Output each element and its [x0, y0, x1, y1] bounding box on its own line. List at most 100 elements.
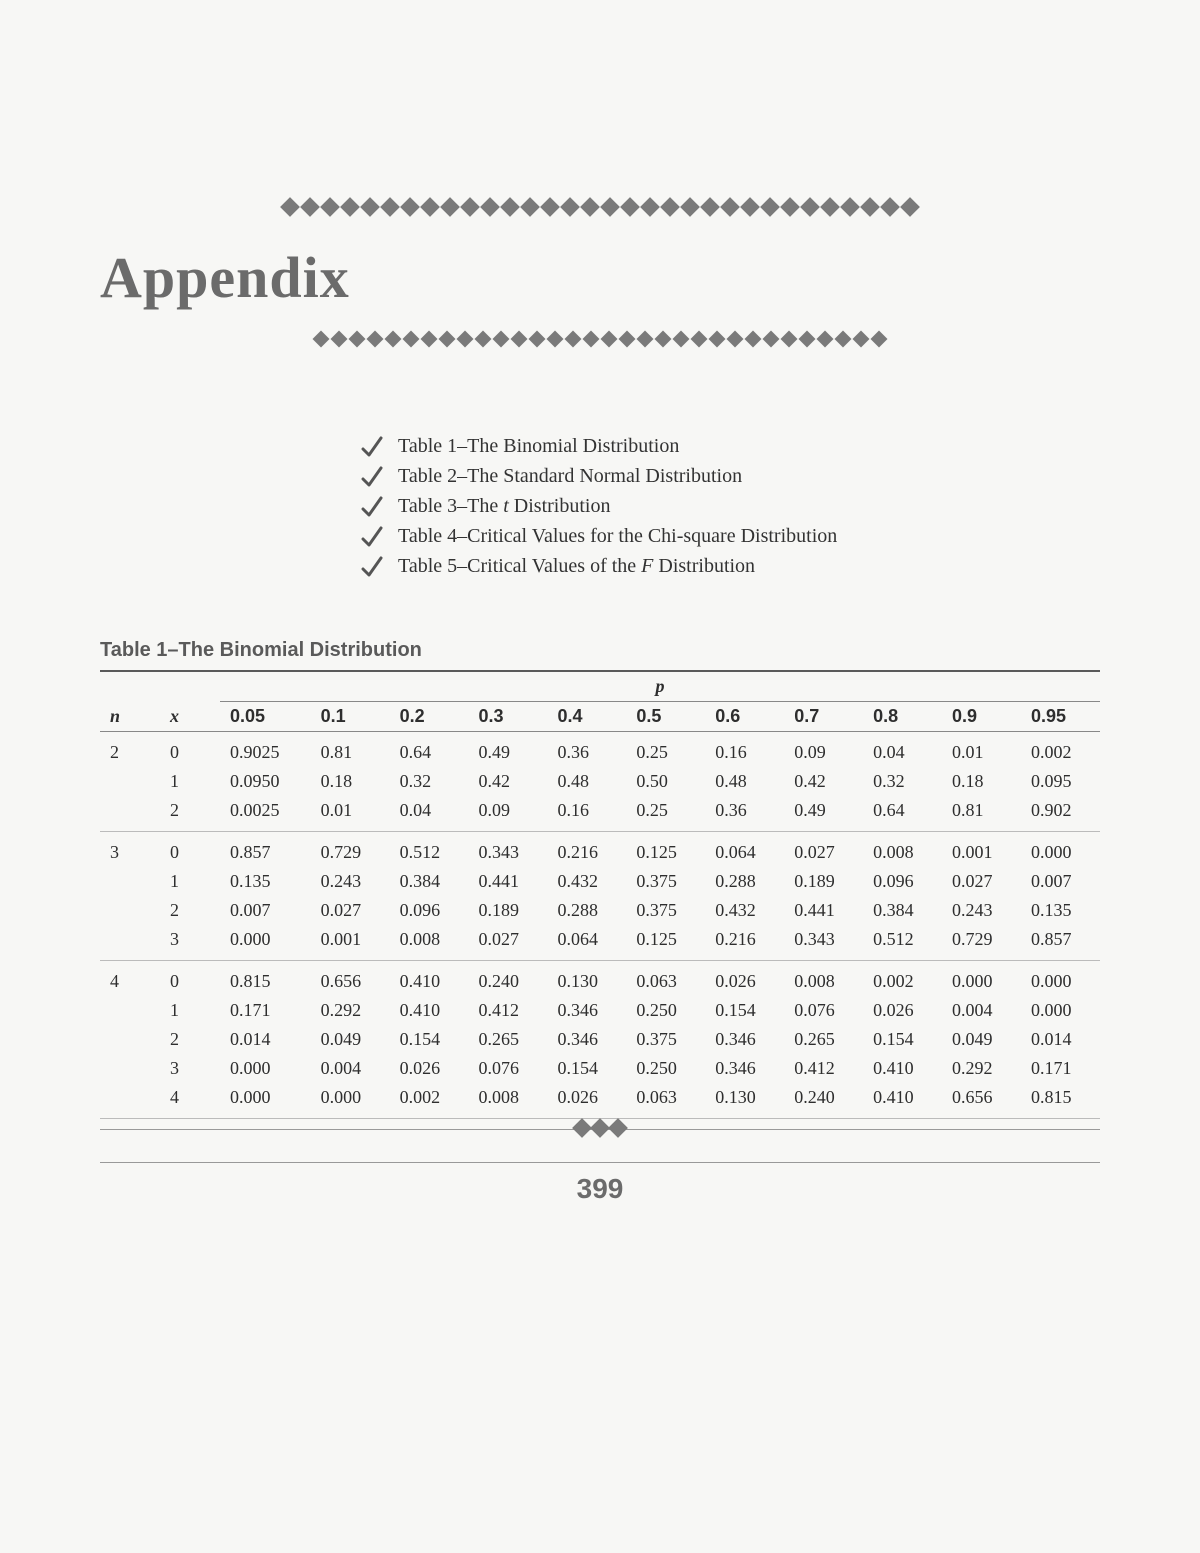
cell-value: 0.346 — [547, 996, 626, 1025]
diamond-icon — [480, 197, 500, 217]
diamond-icon — [565, 331, 582, 348]
page-title: Appendix — [100, 244, 1100, 311]
diamond-icon — [853, 331, 870, 348]
cell-value: 0.216 — [705, 925, 784, 961]
cell-value: 0.001 — [311, 925, 390, 961]
check-icon — [360, 435, 384, 459]
cell-value: 0.171 — [1021, 1054, 1100, 1083]
cell-value: 0.48 — [547, 767, 626, 796]
cell-value: 0.096 — [863, 867, 942, 896]
cell-value: 0.130 — [547, 961, 626, 997]
cell-x: 3 — [160, 925, 220, 961]
cell-value: 0.288 — [547, 896, 626, 925]
cell-value: 0.000 — [220, 1083, 311, 1119]
cell-value: 0.09 — [784, 732, 863, 768]
cell-n — [100, 796, 160, 832]
cell-value: 0.002 — [390, 1083, 469, 1119]
diamond-icon — [817, 331, 834, 348]
cell-value: 0.000 — [1021, 996, 1100, 1025]
cell-value: 0.656 — [942, 1083, 1021, 1119]
col-header-p-value: 0.5 — [626, 702, 705, 732]
cell-value: 0.9025 — [220, 732, 311, 768]
cell-value: 0.410 — [863, 1054, 942, 1083]
cell-value: 0.18 — [942, 767, 1021, 796]
cell-n — [100, 1083, 160, 1119]
diamond-icon — [640, 197, 660, 217]
cell-value: 0.32 — [863, 767, 942, 796]
diamond-icon — [493, 331, 510, 348]
diamond-icon — [580, 197, 600, 217]
table-row: 20.0070.0270.0960.1890.2880.3750.4320.44… — [100, 896, 1100, 925]
cell-value: 0.008 — [863, 832, 942, 868]
binomial-table: p n x 0.050.10.20.30.40.50.60.70.80.90.9… — [100, 670, 1100, 1119]
diamond-icon — [520, 197, 540, 217]
cell-x: 0 — [160, 961, 220, 997]
cell-value: 0.04 — [390, 796, 469, 832]
cell-value: 0.25 — [626, 732, 705, 768]
table-row: 30.0000.0040.0260.0760.1540.2500.3460.41… — [100, 1054, 1100, 1083]
cell-value: 0.81 — [311, 732, 390, 768]
cell-value: 0.001 — [942, 832, 1021, 868]
cell-value: 0.512 — [390, 832, 469, 868]
cell-value: 0.096 — [390, 896, 469, 925]
cell-value: 0.432 — [547, 867, 626, 896]
table-row: 40.0000.0000.0020.0080.0260.0630.1300.24… — [100, 1083, 1100, 1119]
cell-value: 0.346 — [705, 1025, 784, 1054]
cell-value: 0.014 — [1021, 1025, 1100, 1054]
diamond-icon — [780, 197, 800, 217]
cell-value: 0.008 — [469, 1083, 548, 1119]
col-header-blank — [160, 671, 220, 702]
cell-x: 3 — [160, 1054, 220, 1083]
cell-value: 0.000 — [311, 1083, 390, 1119]
cell-value: 0.002 — [863, 961, 942, 997]
cell-value: 0.026 — [390, 1054, 469, 1083]
cell-value: 0.154 — [547, 1054, 626, 1083]
cell-n — [100, 896, 160, 925]
cell-value: 0.027 — [784, 832, 863, 868]
toc-item: Table 4–Critical Values for the Chi-squa… — [360, 525, 1100, 549]
toc-item: Table 5–Critical Values of the F Distrib… — [360, 555, 1100, 579]
cell-value: 0.49 — [784, 796, 863, 832]
cell-value: 0.0950 — [220, 767, 311, 796]
col-header-n: n — [100, 702, 160, 732]
cell-value: 0.412 — [784, 1054, 863, 1083]
cell-value: 0.095 — [1021, 767, 1100, 796]
table-row: 300.8570.7290.5120.3430.2160.1250.0640.0… — [100, 832, 1100, 868]
cell-value: 0.243 — [311, 867, 390, 896]
table-row: 20.00250.010.040.090.160.250.360.490.640… — [100, 796, 1100, 832]
cell-value: 0.265 — [784, 1025, 863, 1054]
col-header-p-value: 0.4 — [547, 702, 626, 732]
cell-value: 0.004 — [942, 996, 1021, 1025]
cell-value: 0.36 — [547, 732, 626, 768]
diamond-icon — [799, 331, 816, 348]
cell-value: 0.410 — [863, 1083, 942, 1119]
diamond-icon — [709, 331, 726, 348]
diamond-icon — [860, 197, 880, 217]
cell-value: 0.50 — [626, 767, 705, 796]
table-of-contents: Table 1–The Binomial DistributionTable 2… — [360, 435, 1100, 579]
cell-value: 0.410 — [390, 996, 469, 1025]
cell-value: 0.007 — [1021, 867, 1100, 896]
cell-value: 0.16 — [547, 796, 626, 832]
cell-value: 0.857 — [220, 832, 311, 868]
cell-n — [100, 1054, 160, 1083]
diamond-icon — [600, 197, 620, 217]
cell-value: 0.432 — [705, 896, 784, 925]
diamond-icon — [475, 331, 492, 348]
check-icon — [360, 555, 384, 579]
diamond-icon — [540, 197, 560, 217]
cell-value: 0.250 — [626, 996, 705, 1025]
cell-value: 0.027 — [469, 925, 548, 961]
diamond-icon — [400, 197, 420, 217]
diamond-icon — [349, 331, 366, 348]
cell-value: 0.049 — [942, 1025, 1021, 1054]
diamond-icon — [380, 197, 400, 217]
cell-value: 0.36 — [705, 796, 784, 832]
cell-value: 0.412 — [469, 996, 548, 1025]
diamond-icon — [620, 197, 640, 217]
cell-value: 0.16 — [705, 732, 784, 768]
diamond-icon — [457, 331, 474, 348]
diamond-icon — [440, 197, 460, 217]
cell-value: 0.000 — [942, 961, 1021, 997]
cell-x: 1 — [160, 996, 220, 1025]
